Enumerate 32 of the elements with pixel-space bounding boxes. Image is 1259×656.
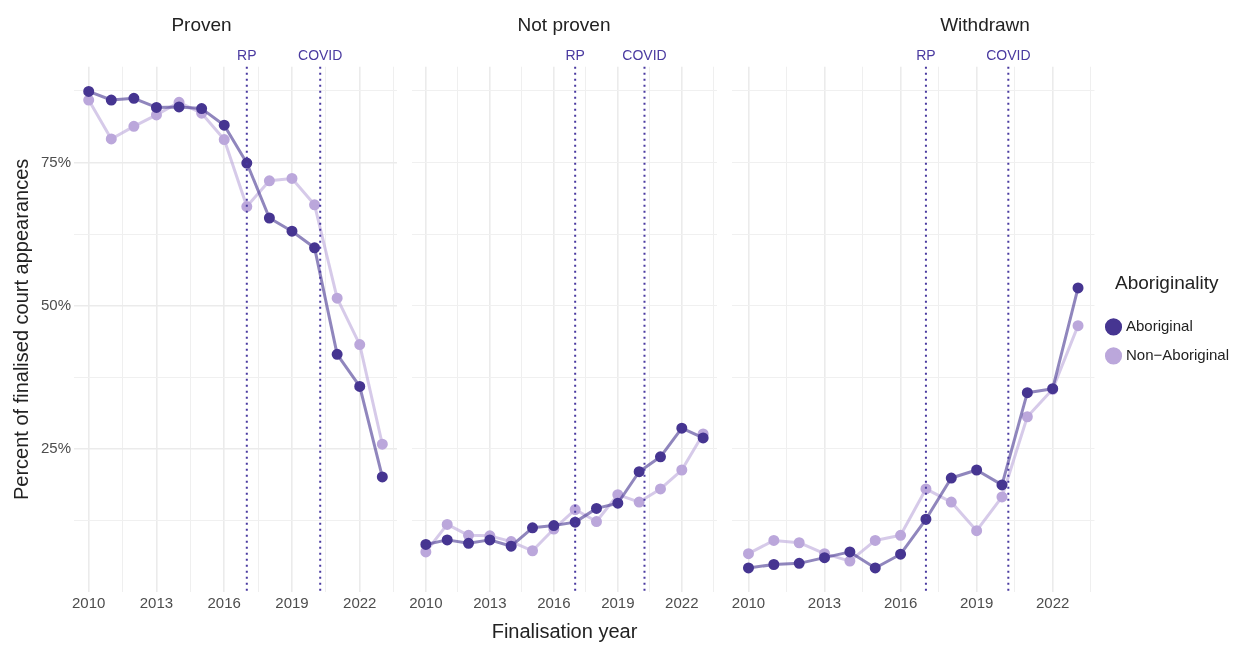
- ref-line-label: COVID: [298, 46, 343, 63]
- chart-title: Withdrawn: [940, 13, 1030, 35]
- x-tick-label: 2010: [731, 594, 766, 612]
- chart-title: Not proven: [517, 13, 611, 35]
- y-tick-label: 75%: [40, 152, 72, 170]
- x-tick-label: 2019: [275, 594, 309, 612]
- chart-title: Proven: [171, 13, 232, 35]
- ref-line-label: COVID: [622, 46, 667, 63]
- ref-line-label: RP: [237, 46, 257, 63]
- x-tick-label: 2022: [1036, 594, 1070, 612]
- x-tick-label: 2019: [959, 594, 994, 612]
- x-tick-label: 2016: [207, 594, 241, 612]
- y-axis-title: Percent of finalised court appearances: [9, 158, 32, 501]
- x-tick-label: 2010: [72, 594, 106, 612]
- x-tick-label: 2013: [807, 594, 842, 612]
- ref-line-label: RP: [565, 46, 585, 63]
- x-tick-label: 2016: [883, 594, 918, 612]
- x-tick-label: 2022: [343, 594, 377, 612]
- legend-title: Aboriginality: [1115, 272, 1220, 294]
- x-tick-label: 2022: [665, 594, 699, 612]
- legend-label: Non−Aboriginal: [1126, 346, 1230, 364]
- x-axis-title: Finalisation year: [491, 619, 638, 642]
- ref-line-label: COVID: [986, 46, 1031, 63]
- y-tick-label: 25%: [40, 438, 72, 456]
- x-tick-label: 2013: [139, 594, 174, 612]
- x-tick-label: 2016: [537, 594, 571, 612]
- ref-line-label: RP: [916, 46, 936, 63]
- x-tick-label: 2010: [409, 594, 443, 612]
- y-tick-label: 50%: [40, 295, 72, 313]
- legend-label: Aboriginal: [1126, 317, 1193, 335]
- x-tick-label: 2013: [473, 594, 507, 612]
- x-tick-label: 2019: [601, 594, 635, 612]
